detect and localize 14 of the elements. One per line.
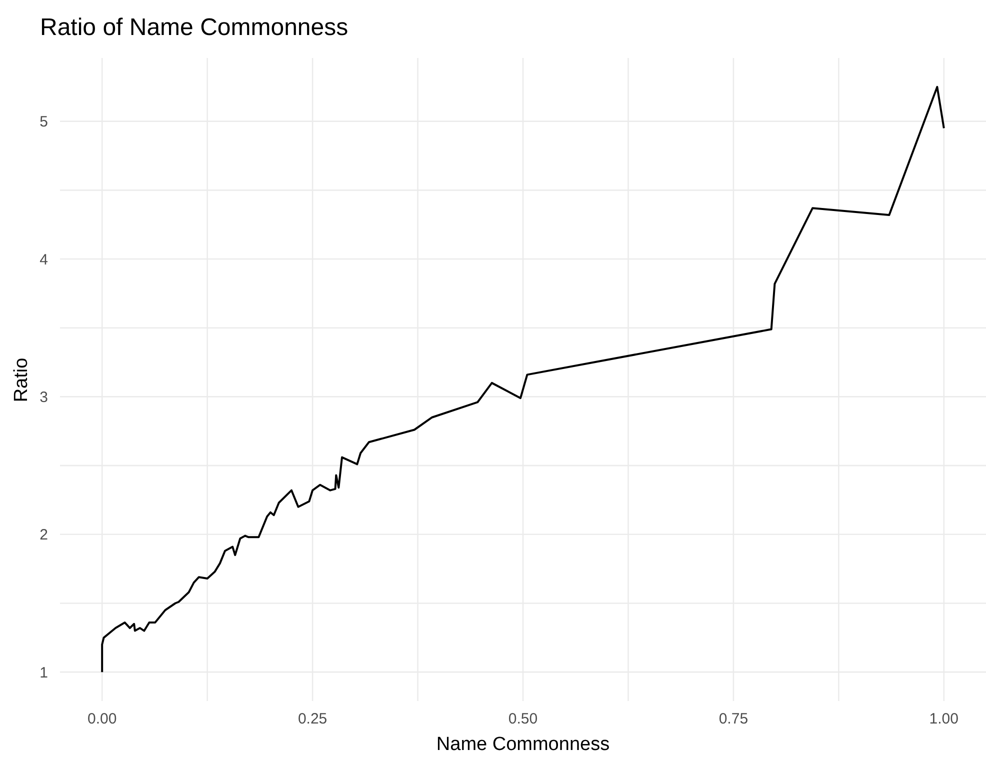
x-tick-label: 0.50 [508, 710, 538, 728]
x-tick-label: 0.75 [718, 710, 748, 728]
y-tick-label: 2 [40, 526, 48, 544]
y-tick-label: 5 [40, 114, 48, 131]
y-tick-label: 3 [40, 389, 48, 406]
x-tick-label: 1.00 [929, 710, 959, 728]
x-axis-title: Name Commonness [435, 734, 611, 756]
x-tick-label: 0.25 [298, 710, 328, 728]
y-tick-label: 1 [40, 664, 48, 682]
chart-title: Ratio of Name Commonness [40, 14, 348, 42]
y-axis-title: Ratio [11, 357, 33, 402]
line-series [101, 86, 945, 674]
y-tick-label: 4 [40, 251, 48, 268]
x-tick-label: 0.00 [87, 710, 117, 728]
